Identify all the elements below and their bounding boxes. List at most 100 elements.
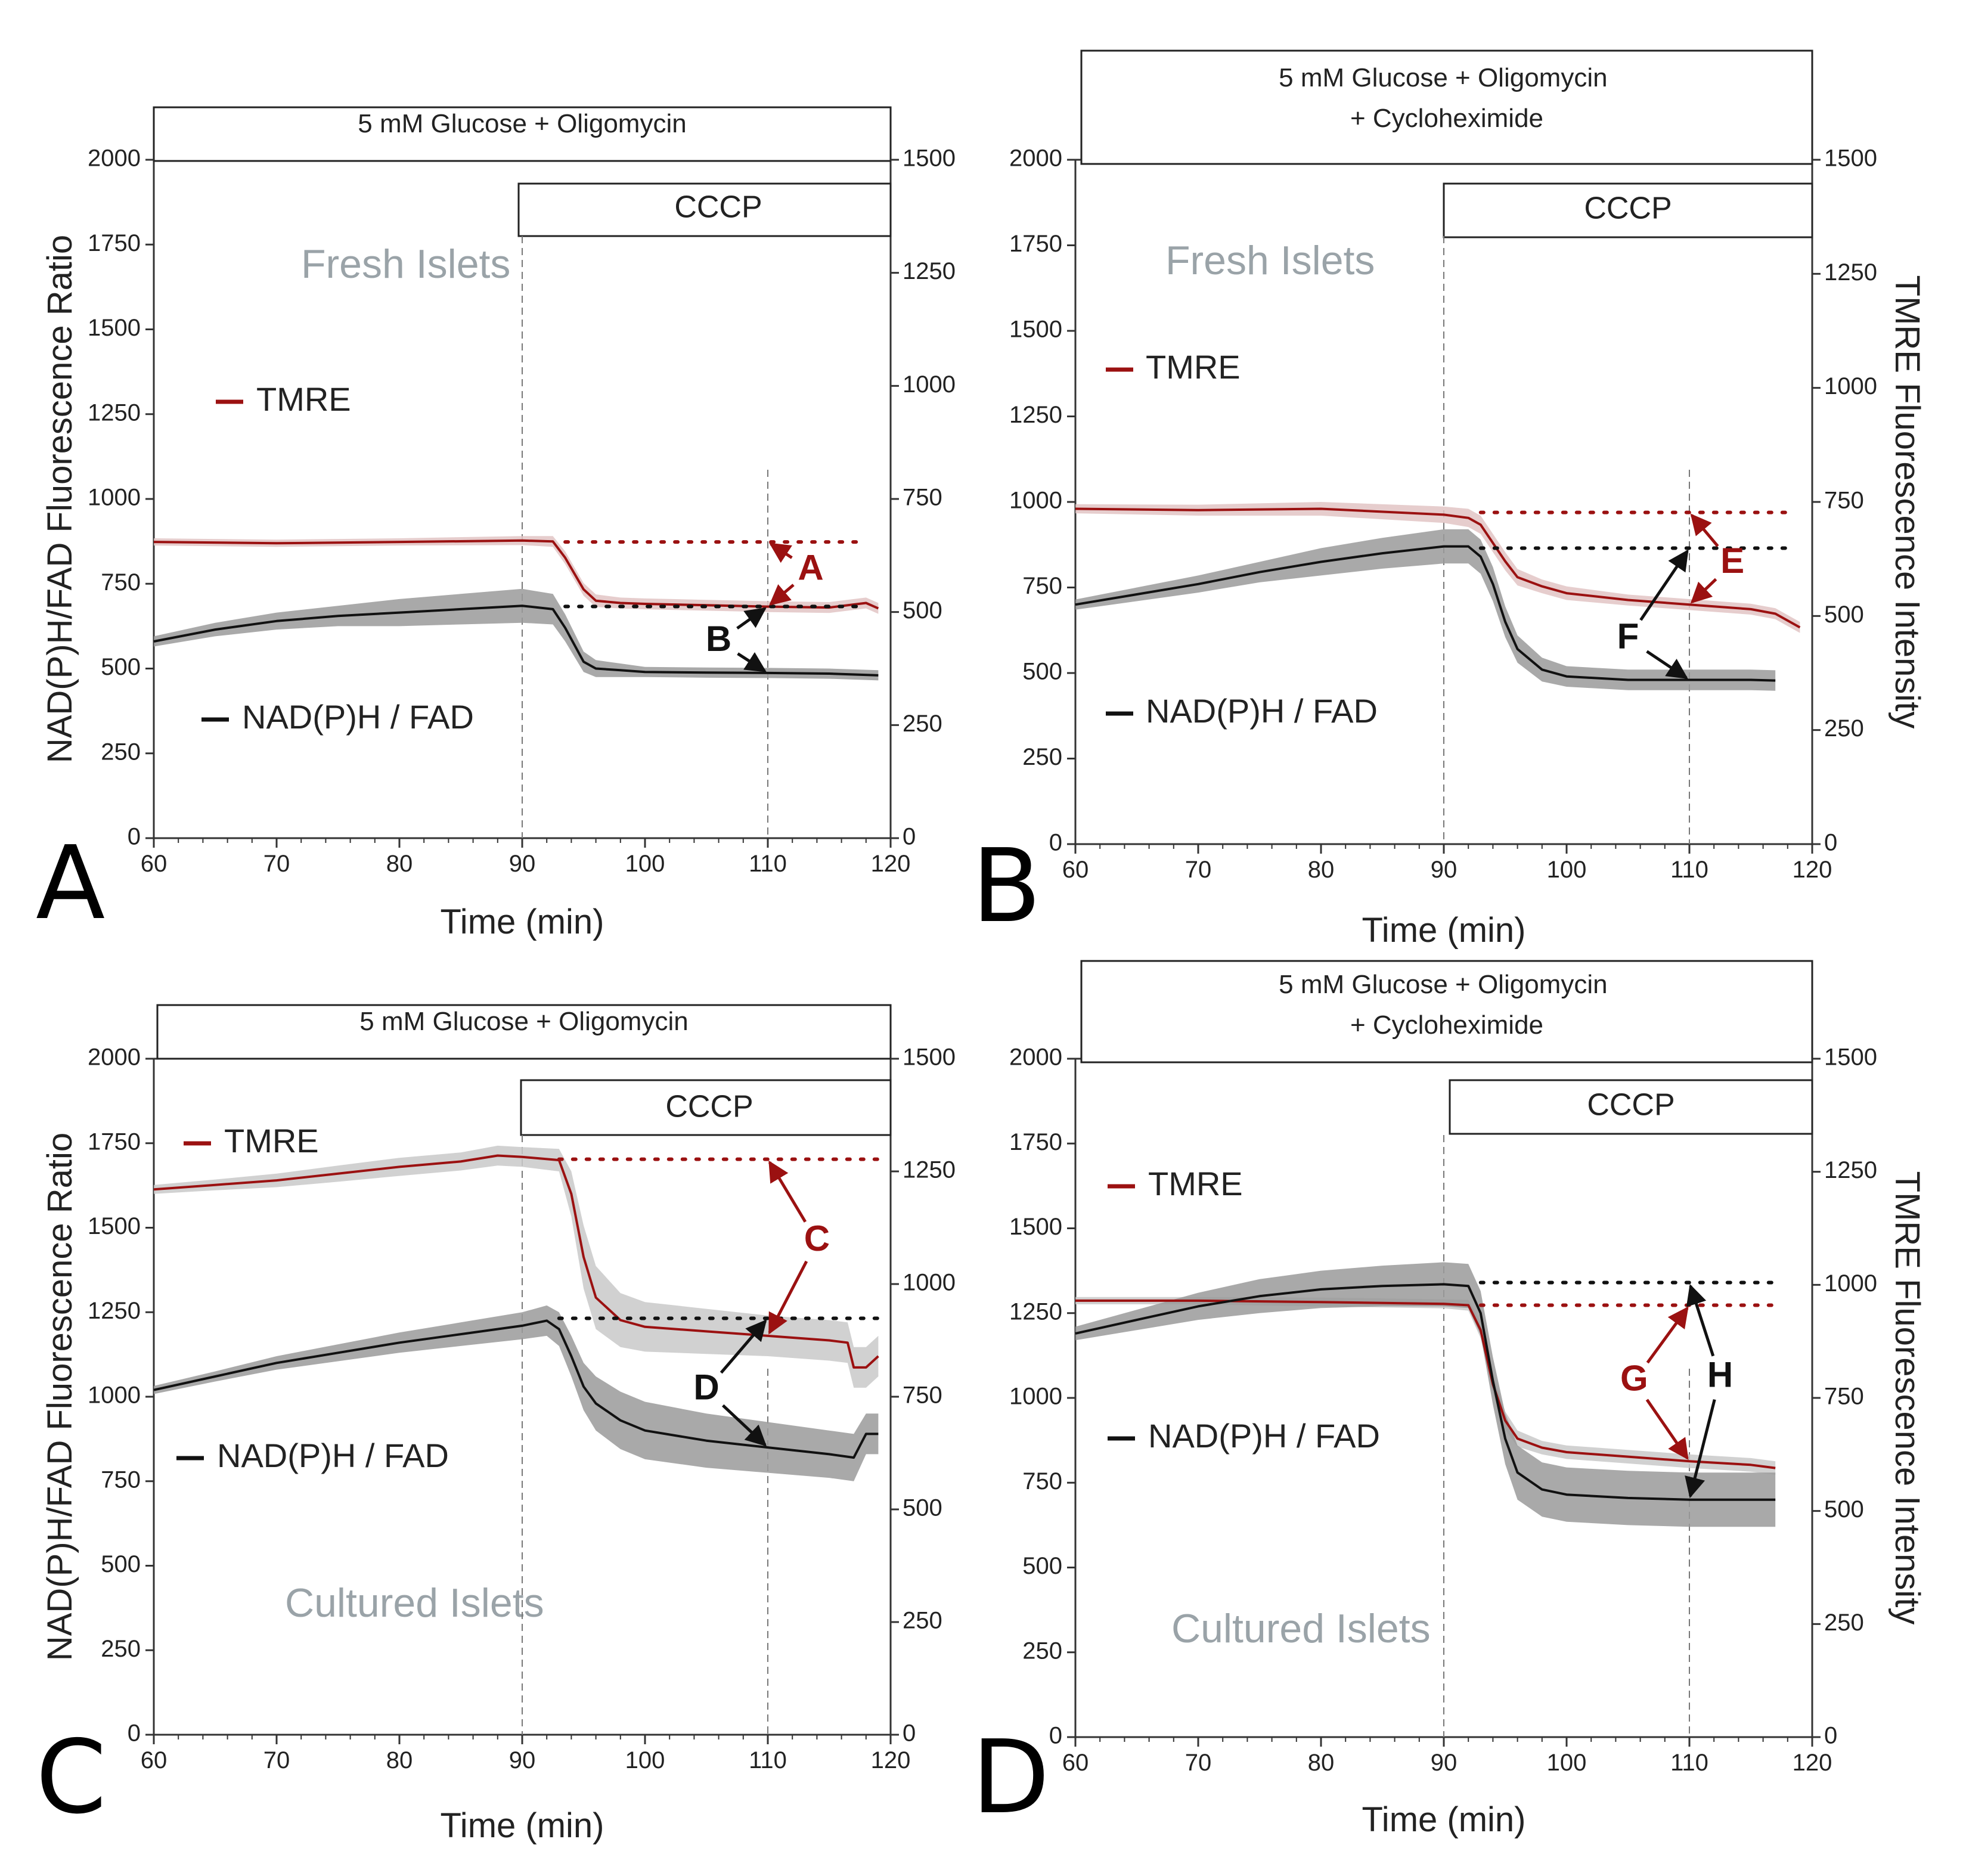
treatment-label: CCCP	[1587, 1088, 1674, 1123]
annotation-arrow	[1690, 513, 1719, 547]
y-left-tick-label: 250	[1022, 1638, 1062, 1664]
tmre-error-band	[1075, 502, 1800, 633]
condition-line-1: 5 mM Glucose + Oligomycin	[1279, 970, 1607, 999]
annotation-h: H	[1707, 1355, 1733, 1395]
y-right-tick-label: 1000	[903, 1270, 956, 1296]
y-left-tick-label: 1750	[88, 1128, 141, 1155]
legend-nadph-label: NAD(P)H / FAD	[1146, 692, 1378, 730]
treatment-label: CCCP	[674, 190, 762, 225]
legend-tmre-label: TMRE	[1146, 348, 1241, 386]
x-tick-label: 80	[1308, 1750, 1335, 1776]
right-axis-title: TMRE Fluorescence Intensity	[1888, 275, 1927, 729]
y-right-tick-label: 1000	[1824, 1270, 1877, 1297]
y-right-tick-label: 500	[1824, 601, 1864, 628]
annotation-arrow	[769, 542, 793, 563]
tmre-series-line	[153, 1154, 879, 1369]
condition-label: 5 mM Glucose + Oligomycin	[358, 109, 686, 138]
y-right-tick-label: 250	[903, 1608, 942, 1634]
x-axis-title: Time (min)	[1362, 911, 1526, 950]
panel-c: 5 mM Glucose + Oligomycin CCCP Cultured …	[36, 1004, 956, 1845]
y-left-tick-label: 1000	[88, 1382, 141, 1409]
y-right-tick-label: 0	[903, 1720, 916, 1747]
panel-b: 5 mM Glucose + Oligomycin + Cycloheximid…	[972, 49, 1927, 950]
y-right-tick-label: 1500	[1824, 145, 1877, 172]
x-tick-label: 80	[386, 851, 413, 877]
y-left-tick-label: 250	[1022, 744, 1062, 770]
annotation-arrow	[1646, 1306, 1689, 1364]
condition-box	[156, 1004, 892, 1060]
x-tick-label: 60	[141, 851, 168, 877]
treatment-label: CCCP	[1584, 191, 1672, 226]
annotation-e: E	[1720, 541, 1744, 581]
annotation-f: F	[1617, 616, 1639, 656]
nadph-error-band	[1075, 529, 1776, 691]
x-tick-label: 110	[749, 851, 787, 877]
condition-box	[1080, 49, 1813, 165]
condition-label: 5 mM Glucose + Oligomycin	[359, 1007, 688, 1036]
annotation-arrow	[1646, 650, 1688, 680]
y-left-tick-label: 2000	[88, 1044, 141, 1071]
left-axis-title: NAD(P)H/FAD Fluorescence Ratio	[41, 235, 79, 763]
right-axis-title: TMRE Fluorescence Intensity	[1888, 1171, 1927, 1625]
x-tick-label: 90	[1431, 857, 1458, 883]
tmre-error-band	[154, 1145, 879, 1388]
x-tick-label: 70	[1185, 857, 1212, 883]
y-left-tick-label: 0	[1049, 1723, 1062, 1749]
y-left-tick-label: 1750	[1009, 1129, 1062, 1155]
y-right-tick-label: 1250	[903, 258, 956, 284]
x-tick-label: 60	[1062, 1750, 1089, 1776]
treatment-box	[1449, 1079, 1813, 1135]
x-tick-label: 100	[625, 851, 665, 877]
y-left-tick-label: 1750	[1009, 231, 1062, 257]
condition-line-1: 5 mM Glucose + Oligomycin	[1279, 63, 1607, 92]
x-tick-label: 110	[749, 1747, 787, 1773]
x-tick-label: 120	[871, 1747, 911, 1773]
x-tick-label: 100	[1547, 1750, 1587, 1776]
nadph-error-band	[1075, 1262, 1776, 1527]
treatment-label: CCCP	[665, 1090, 753, 1124]
marks: EF	[1075, 236, 1801, 844]
y-right-tick-label: 1500	[903, 145, 956, 172]
x-tick-label: 100	[1547, 857, 1587, 883]
annotation-arrow	[1690, 578, 1717, 604]
x-tick-label: 80	[386, 1747, 413, 1773]
y-right-tick-label: 250	[903, 711, 942, 737]
y-left-tick-label: 2000	[1009, 145, 1062, 172]
y-left-tick-label: 1250	[1009, 402, 1062, 428]
y-right-tick-label: 1250	[1824, 1157, 1877, 1183]
nadph-error-band	[154, 588, 879, 681]
legend-nadph-label: NAD(P)H / FAD	[242, 698, 474, 736]
y-right-tick-label: 250	[1824, 1610, 1864, 1636]
annotation-g: G	[1620, 1358, 1648, 1398]
annotation-c: C	[804, 1218, 830, 1258]
axes: 60 70 80 90 100 110 12002505007501000125015001…	[1009, 145, 1877, 883]
axes: 60 70 80 90 100 110 12002505007501000125015001…	[88, 1044, 956, 1773]
annotation-arrow	[1639, 549, 1689, 621]
condition-box	[153, 106, 892, 162]
axes: 60 70 80 90 100 110 12002505007501000125015001…	[1009, 1044, 1877, 1776]
panel-a: 5 mM Glucose + Oligomycin CCCP Fresh Isl…	[36, 106, 956, 942]
y-left-tick-label: 1000	[1009, 1384, 1062, 1410]
y-right-tick-label: 0	[903, 824, 916, 850]
nadph-series-line	[153, 1319, 879, 1459]
annotation-b: B	[706, 619, 731, 659]
nadph-series-line	[1075, 1283, 1776, 1501]
x-tick-label: 110	[1670, 857, 1708, 883]
y-right-tick-label: 500	[903, 1495, 942, 1521]
islet-type-label: Cultured Islets	[285, 1580, 544, 1626]
left-axis-title: NAD(P)H/FAD Fluorescence Ratio	[41, 1133, 79, 1661]
x-tick-label: 90	[509, 1747, 536, 1773]
condition-label: 5 mM Glucose + Oligomycin + Cycloheximid…	[1279, 970, 1615, 1040]
y-left-tick-label: 1250	[88, 399, 141, 426]
y-left-tick-label: 750	[101, 1466, 141, 1493]
legend-nadph: NAD(P)H / FAD	[1108, 1417, 1380, 1455]
y-right-tick-label: 1500	[903, 1044, 956, 1071]
y-left-tick-label: 500	[101, 654, 141, 680]
nadph-series-line	[1075, 545, 1776, 682]
y-right-tick-label: 500	[903, 597, 942, 624]
y-right-tick-label: 750	[903, 1382, 942, 1409]
legend-tmre-label: TMRE	[256, 380, 351, 418]
y-left-tick-label: 500	[101, 1551, 141, 1577]
